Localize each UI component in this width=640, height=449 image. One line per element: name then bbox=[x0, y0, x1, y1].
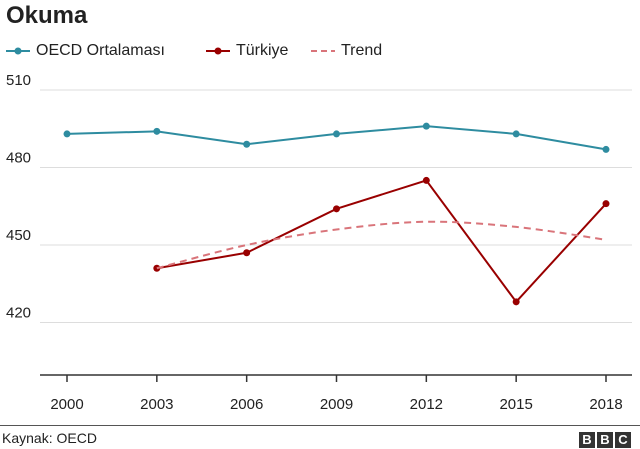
legend-label-oecd: OECD Ortalaması bbox=[36, 42, 165, 59]
data-point-oecd bbox=[512, 130, 520, 138]
logo-letter: B bbox=[597, 432, 613, 448]
data-point-oecd bbox=[243, 140, 251, 148]
legend-swatch-oecd bbox=[6, 47, 30, 55]
y-tick-label: 480 bbox=[6, 150, 31, 167]
x-tick-label: 2000 bbox=[50, 396, 83, 413]
y-tick-label: 450 bbox=[6, 227, 31, 244]
x-tick-label: 2003 bbox=[140, 396, 173, 413]
x-tick-label: 2018 bbox=[589, 396, 622, 413]
series-line-turkiye bbox=[156, 179, 607, 304]
data-point-oecd bbox=[153, 127, 161, 135]
data-point-oecd bbox=[333, 130, 340, 138]
series-line-trend bbox=[156, 220, 607, 270]
y-tick-label: 510 bbox=[6, 72, 31, 89]
legend-label-turkiye: Türkiye bbox=[236, 42, 289, 59]
x-tick-label: 2012 bbox=[410, 396, 443, 413]
data-point-oecd bbox=[422, 122, 430, 130]
data-point-turkiye bbox=[602, 200, 610, 208]
logo-letter: B bbox=[579, 432, 595, 448]
x-axis: 2000 2003 2006 2009 2012 2015 2018 bbox=[40, 374, 632, 413]
x-tick-label: 2009 bbox=[320, 396, 353, 413]
legend-swatch-trend bbox=[311, 50, 335, 52]
source-divider bbox=[0, 425, 640, 426]
legend-label-trend: Trend bbox=[341, 42, 383, 59]
chart-title: Okuma bbox=[6, 2, 88, 29]
y-tick-label: 420 bbox=[6, 305, 31, 322]
data-point-turkiye bbox=[512, 298, 520, 306]
x-tick-label: 2015 bbox=[499, 396, 532, 413]
x-tick-label: 2006 bbox=[230, 396, 263, 413]
series-layer bbox=[63, 122, 610, 306]
legend-swatch-turkiye bbox=[206, 47, 230, 55]
grid-layer: 420 450 480 510 bbox=[6, 72, 632, 323]
source-note: Kaynak: OECD bbox=[2, 430, 97, 446]
data-point-turkiye bbox=[243, 249, 251, 257]
data-point-oecd bbox=[602, 145, 610, 153]
logo-letter: C bbox=[615, 432, 631, 448]
data-point-turkiye bbox=[422, 176, 430, 184]
series-line-oecd bbox=[66, 125, 607, 151]
data-point-oecd bbox=[63, 130, 71, 138]
line-chart: 420 450 480 510 2000 2003 2006 2009 2012 2015 201… bbox=[6, 72, 632, 413]
data-point-turkiye bbox=[333, 205, 340, 213]
